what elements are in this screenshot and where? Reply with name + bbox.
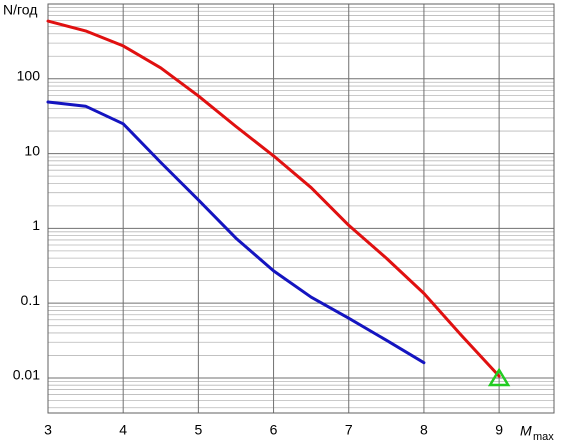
x-axis-label-sub: max bbox=[533, 431, 554, 443]
y-tick-label: 10 bbox=[24, 142, 40, 158]
y-tick-label: 0.01 bbox=[13, 367, 40, 383]
x-axis-label: M bbox=[520, 423, 532, 439]
x-tick-label: 5 bbox=[194, 422, 202, 438]
x-tick-label: 7 bbox=[345, 422, 353, 438]
line bbox=[46, 19, 501, 378]
plot-frame bbox=[47, 3, 555, 414]
x-tick-label: 4 bbox=[119, 422, 127, 438]
y-tick-label: 1 bbox=[32, 217, 40, 233]
x-tick-label: 8 bbox=[420, 422, 428, 438]
line bbox=[46, 100, 426, 365]
x-tick-label: 9 bbox=[495, 422, 503, 438]
y-tick-label: 0.1 bbox=[21, 292, 41, 308]
marker bbox=[487, 367, 511, 387]
x-tick-label: 6 bbox=[270, 422, 278, 438]
x-tick-label: 3 bbox=[44, 422, 52, 438]
y-axis-label: N/год bbox=[3, 2, 37, 18]
y-tick-label: 100 bbox=[17, 67, 41, 83]
